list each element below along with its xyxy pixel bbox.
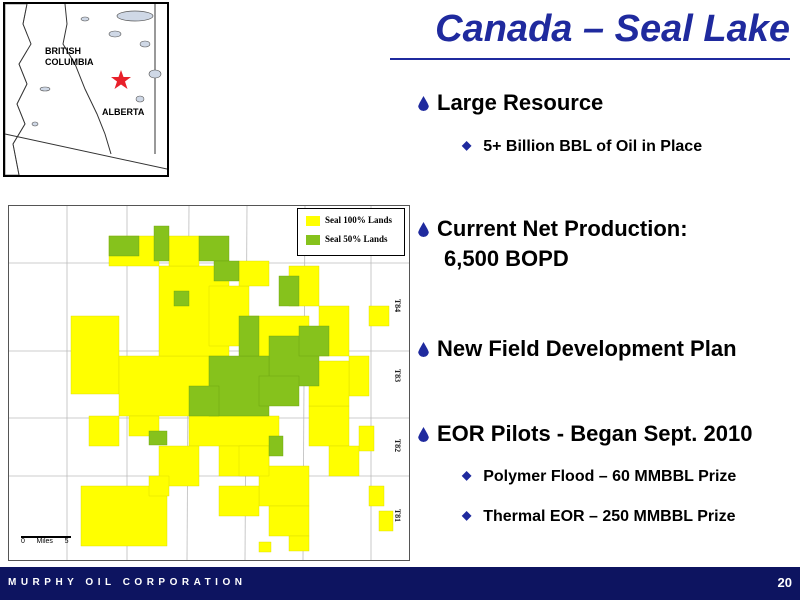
seal-lake-lands-map: Seal 100% Lands Seal 50% Lands T84 T83 T… [8, 205, 410, 561]
bullet-text: Large Resource [437, 90, 604, 115]
township-label-t82: T82 [393, 438, 403, 453]
legend-swatch-100 [306, 215, 320, 226]
sub-bullet-text: Polymer Flood – 60 MMBBL Prize [483, 468, 737, 485]
bullet-net-production: Current Net Production: [418, 216, 688, 242]
township-label-t83: T83 [393, 368, 403, 383]
bullet-text: Current Net Production: [437, 216, 688, 241]
map-legend: Seal 100% Lands Seal 50% Lands [297, 208, 405, 256]
page-number: 20 [777, 575, 792, 590]
legend-label-100: Seal 100% Lands [325, 215, 393, 225]
sub-bullet-text: Thermal EOR – 250 MMBBL Prize [483, 508, 736, 525]
label-alberta: ALBERTA [102, 107, 145, 117]
scale-label: 0 Miles 5 [21, 538, 69, 545]
label-bc-line1: BRITISH [45, 46, 81, 56]
droplet-bullet-icon [418, 96, 429, 111]
location-star-icon [111, 70, 131, 89]
legend-item-100: Seal 100% Lands [306, 215, 392, 229]
inset-location-map: BRITISH COLUMBIA ALBERTA [3, 2, 169, 177]
inset-map-graphic [5, 4, 167, 175]
sub-bullet-text: 5+ Billion BBL of Oil in Place [483, 138, 703, 155]
sub-bullet-thermal-eor: ◆ Thermal EOR – 250 MMBBL Prize [462, 508, 735, 526]
title-rule [390, 58, 790, 60]
droplet-bullet-icon [418, 342, 429, 357]
legend-label-50: Seal 50% Lands [325, 234, 388, 244]
footer-bar: MURPHY OIL CORPORATION 20 [0, 567, 800, 600]
bullet-net-production-value: 6,500 BOPD [444, 246, 569, 272]
diamond-bullet-icon: ◆ [462, 508, 472, 522]
footer-company: MURPHY OIL CORPORATION [8, 577, 247, 588]
sub-bullet-oil-in-place: ◆ 5+ Billion BBL of Oil in Place [462, 138, 702, 156]
bullet-eor-pilots: EOR Pilots - Began Sept. 2010 [418, 421, 752, 447]
legend-item-50: Seal 50% Lands [306, 234, 388, 248]
township-label-t84: T84 [393, 298, 403, 313]
bullet-text-line2: 6,500 BOPD [444, 246, 569, 271]
bullet-text: EOR Pilots - Began Sept. 2010 [437, 421, 753, 446]
scale-bar [21, 536, 71, 538]
bullet-text: New Field Development Plan [437, 336, 737, 361]
droplet-bullet-icon [418, 222, 429, 237]
township-label-t81: T81 [393, 508, 403, 523]
label-bc-line2: COLUMBIA [45, 57, 94, 67]
legend-swatch-50 [306, 234, 320, 245]
sub-bullet-polymer-flood: ◆ Polymer Flood – 60 MMBBL Prize [462, 468, 736, 486]
bullet-new-field: New Field Development Plan [418, 336, 737, 362]
lands-map-graphic [9, 206, 409, 560]
slide-title: Canada – Seal Lake [435, 8, 790, 50]
bullet-large-resource: Large Resource [418, 90, 603, 116]
diamond-bullet-icon: ◆ [462, 468, 472, 482]
droplet-bullet-icon [418, 427, 429, 442]
diamond-bullet-icon: ◆ [462, 138, 472, 152]
label-british-columbia: BRITISH COLUMBIA [45, 46, 94, 68]
